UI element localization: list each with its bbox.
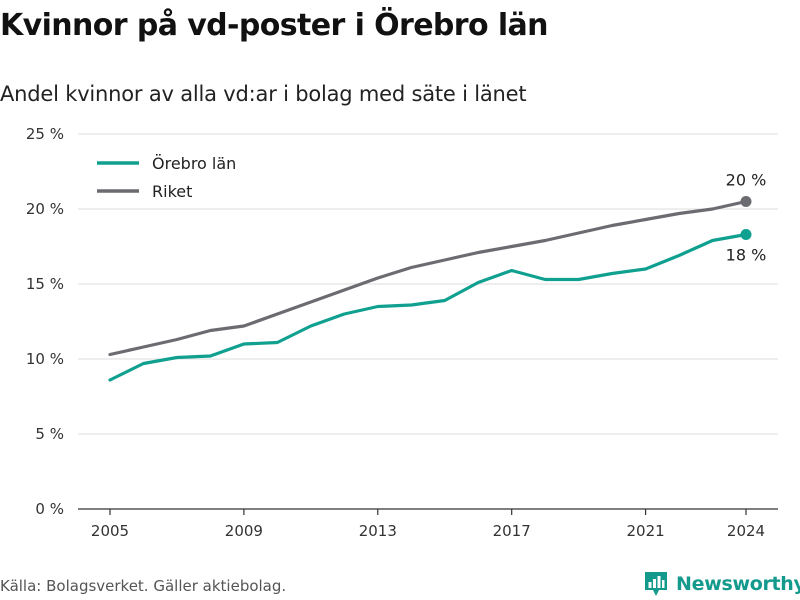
y-tick-label: 10 %: [26, 350, 64, 368]
end-point-riket: [740, 196, 752, 207]
bar-chart-logo-icon: [645, 572, 667, 596]
x-tick-label: 2024: [727, 522, 765, 540]
chart-title: Kvinnor på vd-poster i Örebro län: [0, 8, 549, 43]
chart-subtitle: Andel kvinnor av alla vd:ar i bolag med …: [0, 82, 527, 106]
y-tick-label: 25 %: [26, 125, 64, 143]
series-line-orebro: [108, 232, 748, 382]
end-label-riket: 20 %: [726, 171, 767, 190]
legend-item-orebro: Örebro län: [97, 154, 236, 173]
end-label-orebro: 18 %: [726, 246, 767, 265]
gridlines: [78, 133, 778, 435]
y-tick-label: 20 %: [26, 200, 64, 218]
end-labels: 20 % 18 %: [726, 171, 767, 265]
y-tick-label: 15 %: [26, 275, 64, 293]
brand-logo: Newsworthy: [644, 568, 800, 600]
legend-label: Örebro län: [152, 154, 236, 173]
y-tick-label: 0 %: [35, 500, 64, 518]
x-tick-label: 2009: [225, 522, 263, 540]
legend: Örebro län Riket: [97, 154, 236, 201]
y-axis: 0 % 5 % 10 % 15 % 20 % 25 %: [26, 125, 64, 518]
x-tick-label: 2021: [626, 522, 664, 540]
x-axis: 2005 2009 2013 2017 2021 2024: [78, 508, 778, 540]
series-lines: [108, 196, 752, 382]
legend-item-riket: Riket: [97, 182, 192, 201]
x-tick-label: 2017: [493, 522, 531, 540]
legend-label: Riket: [152, 182, 192, 201]
brand-name: Newsworthy: [676, 573, 800, 595]
y-tick-label: 5 %: [35, 425, 64, 443]
series-line-riket: [108, 199, 748, 357]
source-note: Källa: Bolagsverket. Gäller aktiebolag.: [0, 577, 287, 595]
x-tick-label: 2013: [359, 522, 397, 540]
x-tick-label: 2005: [91, 522, 129, 540]
end-point-orebro: [740, 229, 752, 240]
